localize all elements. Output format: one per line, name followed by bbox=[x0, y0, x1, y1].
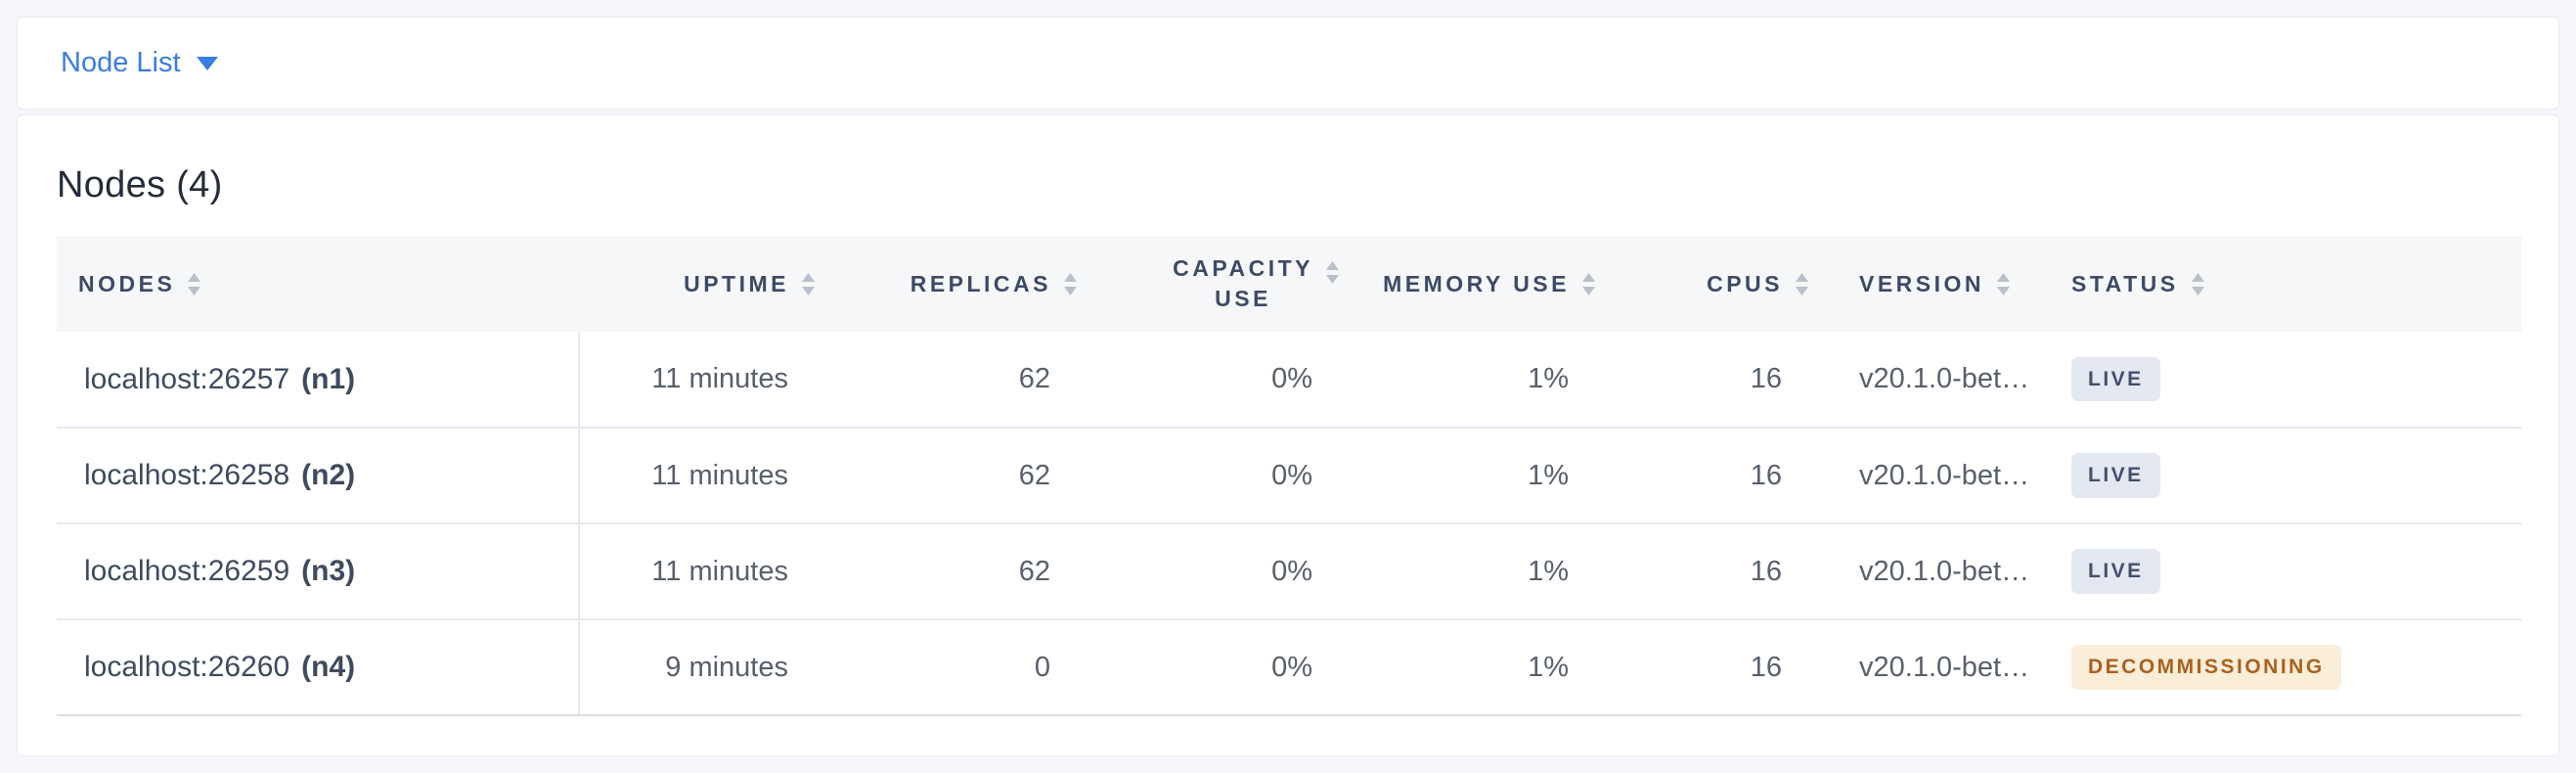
status-badge: LIVE bbox=[2071, 453, 2160, 498]
table-row: localhost:26257 (n1) 11 minutes 62 0% 1% … bbox=[57, 332, 2521, 429]
node-address-link[interactable]: localhost:26260 (n4) bbox=[84, 651, 356, 683]
replicas-cell: 0 bbox=[823, 619, 1086, 716]
status-cell: LIVE bbox=[2032, 428, 2521, 524]
view-dropdown-label: Node List bbox=[61, 47, 181, 78]
node-address-link[interactable]: localhost:26258 (n2) bbox=[84, 459, 356, 491]
cpus-cell: 16 bbox=[1604, 523, 1817, 620]
node-address-link[interactable]: localhost:26259 (n3) bbox=[84, 555, 356, 587]
table-row: localhost:26258 (n2) 11 minutes 62 0% 1% … bbox=[57, 428, 2521, 524]
column-label: UPTIME bbox=[684, 270, 789, 296]
page-title: Nodes (4) bbox=[57, 164, 223, 205]
column-header-capacity-use[interactable]: CAPACITY USE bbox=[1086, 236, 1348, 332]
replicas-cell: 62 bbox=[823, 523, 1086, 620]
version-cell: v20.1.0-bet… bbox=[1817, 428, 2032, 524]
status-badge: LIVE bbox=[2071, 356, 2160, 402]
table-row: localhost:26260 (n4) 9 minutes 0 0% 1% 16… bbox=[57, 619, 2521, 716]
uptime-cell: 11 minutes bbox=[579, 428, 823, 524]
sort-icon bbox=[802, 272, 815, 296]
uptime-cell: 9 minutes bbox=[579, 619, 823, 716]
memory-use-cell: 1% bbox=[1348, 428, 1604, 524]
version-cell: v20.1.0-bet… bbox=[1817, 332, 2032, 429]
nodes-panel: Nodes (4) NODES UPTIME bbox=[17, 114, 2559, 756]
status-badge: LIVE bbox=[2071, 549, 2160, 594]
view-switcher-bar: Node List bbox=[17, 17, 2559, 110]
column-label: CAPACITY USE bbox=[1173, 254, 1313, 311]
status-cell: DECOMMISSIONING bbox=[2032, 619, 2521, 716]
capacity-use-cell: 0% bbox=[1086, 428, 1348, 524]
sort-icon bbox=[2191, 272, 2204, 296]
sort-icon bbox=[1326, 260, 1339, 284]
column-label: VERSION bbox=[1859, 270, 1985, 296]
replicas-cell: 62 bbox=[823, 332, 1086, 429]
uptime-cell: 11 minutes bbox=[579, 332, 823, 429]
status-cell: LIVE bbox=[2032, 332, 2521, 429]
column-header-nodes[interactable]: NODES bbox=[57, 236, 579, 332]
capacity-use-cell: 0% bbox=[1086, 619, 1348, 716]
cpus-cell: 16 bbox=[1604, 619, 1817, 716]
node-cell: localhost:26257 (n1) bbox=[57, 332, 580, 429]
column-header-memory-use[interactable]: MEMORY USE bbox=[1348, 236, 1604, 332]
node-address-link[interactable]: localhost:26257 (n1) bbox=[84, 362, 356, 395]
sort-icon bbox=[1064, 272, 1077, 296]
status-badge: DECOMMISSIONING bbox=[2071, 645, 2341, 690]
view-dropdown[interactable]: Node List bbox=[61, 47, 218, 79]
sort-icon bbox=[1997, 272, 2011, 296]
column-label: STATUS bbox=[2071, 270, 2179, 296]
version-cell: v20.1.0-bet… bbox=[1817, 523, 2032, 620]
node-cell: localhost:26259 (n3) bbox=[57, 523, 580, 620]
column-header-version[interactable]: VERSION bbox=[1817, 236, 2032, 332]
column-header-uptime[interactable]: UPTIME bbox=[579, 236, 823, 332]
memory-use-cell: 1% bbox=[1348, 523, 1604, 620]
column-label: MEMORY USE bbox=[1383, 270, 1570, 296]
version-cell: v20.1.0-bet… bbox=[1817, 619, 2032, 716]
memory-use-cell: 1% bbox=[1348, 332, 1604, 429]
cpus-cell: 16 bbox=[1604, 332, 1817, 429]
table-row: localhost:26259 (n3) 11 minutes 62 0% 1% … bbox=[57, 523, 2521, 620]
column-header-replicas[interactable]: REPLICAS bbox=[823, 236, 1086, 332]
sort-icon bbox=[1582, 272, 1595, 296]
capacity-use-cell: 0% bbox=[1086, 523, 1348, 620]
column-header-cpus[interactable]: CPUS bbox=[1604, 236, 1817, 332]
column-label: CPUS bbox=[1707, 270, 1783, 296]
table-header-row: NODES UPTIME REPLICAS bbox=[57, 236, 2521, 332]
status-cell: LIVE bbox=[2032, 523, 2521, 620]
sort-icon bbox=[188, 272, 201, 296]
nodes-table: NODES UPTIME REPLICAS bbox=[57, 236, 2521, 716]
node-cell: localhost:26258 (n2) bbox=[57, 428, 580, 524]
capacity-use-cell: 0% bbox=[1086, 332, 1348, 429]
sort-icon bbox=[1796, 272, 1808, 296]
column-label: NODES bbox=[78, 270, 176, 296]
column-label: REPLICAS bbox=[910, 270, 1051, 296]
node-cell: localhost:26260 (n4) bbox=[57, 619, 580, 716]
uptime-cell: 11 minutes bbox=[579, 523, 823, 620]
column-header-status[interactable]: STATUS bbox=[2032, 236, 2521, 332]
memory-use-cell: 1% bbox=[1348, 619, 1604, 716]
chevron-down-icon bbox=[196, 56, 218, 70]
cpus-cell: 16 bbox=[1604, 428, 1817, 524]
replicas-cell: 62 bbox=[823, 428, 1086, 524]
